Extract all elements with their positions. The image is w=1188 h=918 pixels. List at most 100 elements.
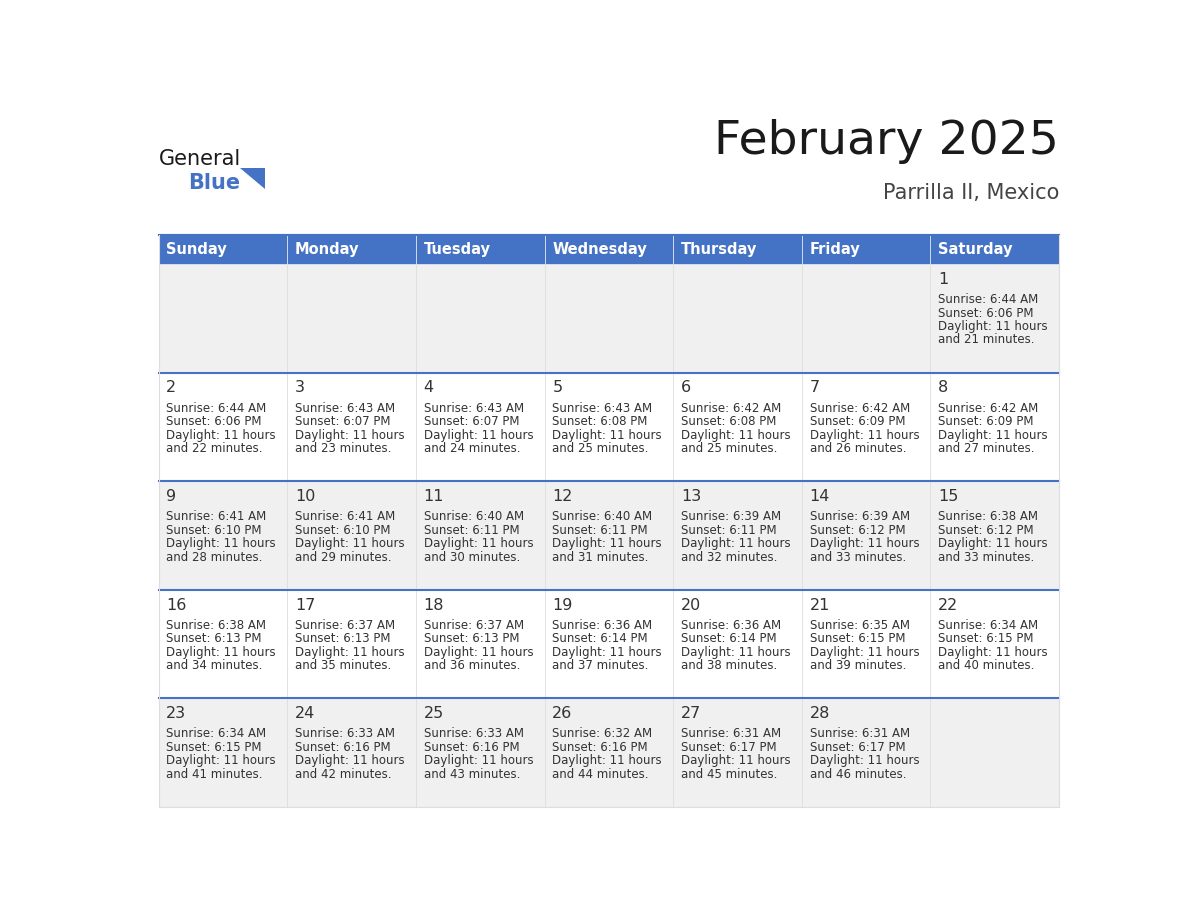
Text: Sunrise: 6:40 AM: Sunrise: 6:40 AM: [552, 510, 652, 523]
Text: Sunrise: 6:43 AM: Sunrise: 6:43 AM: [295, 401, 396, 415]
Text: Sunrise: 6:33 AM: Sunrise: 6:33 AM: [295, 727, 394, 740]
Text: and 32 minutes.: and 32 minutes.: [681, 551, 777, 564]
Text: 1: 1: [939, 272, 948, 286]
Text: 19: 19: [552, 598, 573, 612]
Text: 23: 23: [166, 706, 187, 722]
Text: Daylight: 11 hours: Daylight: 11 hours: [166, 755, 276, 767]
Text: Sunset: 6:14 PM: Sunset: 6:14 PM: [681, 633, 777, 645]
Text: 14: 14: [809, 489, 830, 504]
Text: and 23 minutes.: and 23 minutes.: [295, 442, 391, 455]
Text: Sunset: 6:16 PM: Sunset: 6:16 PM: [295, 741, 391, 754]
Text: Friday: Friday: [809, 242, 860, 257]
Text: Sunrise: 6:42 AM: Sunrise: 6:42 AM: [809, 401, 910, 415]
Text: Sunrise: 6:34 AM: Sunrise: 6:34 AM: [939, 619, 1038, 632]
Text: 28: 28: [809, 706, 830, 722]
Text: Sunset: 6:13 PM: Sunset: 6:13 PM: [295, 633, 391, 645]
Text: and 27 minutes.: and 27 minutes.: [939, 442, 1035, 455]
Text: and 45 minutes.: and 45 minutes.: [681, 767, 777, 780]
Text: Daylight: 11 hours: Daylight: 11 hours: [681, 645, 790, 659]
Text: and 24 minutes.: and 24 minutes.: [424, 442, 520, 455]
Text: Daylight: 11 hours: Daylight: 11 hours: [424, 645, 533, 659]
Text: Parrilla II, Mexico: Parrilla II, Mexico: [883, 184, 1060, 203]
Text: Daylight: 11 hours: Daylight: 11 hours: [939, 429, 1048, 442]
Text: Wednesday: Wednesday: [552, 242, 647, 257]
Text: 6: 6: [681, 380, 691, 396]
Text: 20: 20: [681, 598, 701, 612]
Text: 4: 4: [424, 380, 434, 396]
Text: and 25 minutes.: and 25 minutes.: [681, 442, 777, 455]
Text: Sunrise: 6:34 AM: Sunrise: 6:34 AM: [166, 727, 266, 740]
Text: Sunrise: 6:40 AM: Sunrise: 6:40 AM: [424, 510, 524, 523]
Text: Daylight: 11 hours: Daylight: 11 hours: [295, 429, 405, 442]
Text: Sunday: Sunday: [166, 242, 227, 257]
Text: Sunset: 6:06 PM: Sunset: 6:06 PM: [939, 307, 1034, 319]
Bar: [674, 235, 802, 264]
Text: and 38 minutes.: and 38 minutes.: [681, 659, 777, 672]
Text: Daylight: 11 hours: Daylight: 11 hours: [166, 537, 276, 550]
Text: Sunset: 6:10 PM: Sunset: 6:10 PM: [166, 523, 261, 537]
Text: and 42 minutes.: and 42 minutes.: [295, 767, 392, 780]
Text: Sunrise: 6:31 AM: Sunrise: 6:31 AM: [809, 727, 910, 740]
Text: Daylight: 11 hours: Daylight: 11 hours: [166, 429, 276, 442]
Text: Daylight: 11 hours: Daylight: 11 hours: [552, 429, 662, 442]
Text: Sunset: 6:11 PM: Sunset: 6:11 PM: [424, 523, 519, 537]
Text: Thursday: Thursday: [681, 242, 757, 257]
Text: 12: 12: [552, 489, 573, 504]
Bar: [930, 235, 1060, 264]
Text: and 28 minutes.: and 28 minutes.: [166, 551, 263, 564]
Text: 10: 10: [295, 489, 315, 504]
Text: Daylight: 11 hours: Daylight: 11 hours: [424, 429, 533, 442]
Text: and 40 minutes.: and 40 minutes.: [939, 659, 1035, 672]
Text: Sunset: 6:13 PM: Sunset: 6:13 PM: [166, 633, 261, 645]
Text: 8: 8: [939, 380, 948, 396]
Text: Saturday: Saturday: [939, 242, 1012, 257]
Text: Sunrise: 6:37 AM: Sunrise: 6:37 AM: [295, 619, 396, 632]
Text: Sunset: 6:17 PM: Sunset: 6:17 PM: [681, 741, 777, 754]
Text: 11: 11: [424, 489, 444, 504]
Text: 7: 7: [809, 380, 820, 396]
Text: Sunset: 6:15 PM: Sunset: 6:15 PM: [809, 633, 905, 645]
Text: 22: 22: [939, 598, 959, 612]
Text: and 37 minutes.: and 37 minutes.: [552, 659, 649, 672]
Text: Daylight: 11 hours: Daylight: 11 hours: [552, 645, 662, 659]
Text: Sunset: 6:17 PM: Sunset: 6:17 PM: [809, 741, 905, 754]
Text: Sunrise: 6:44 AM: Sunrise: 6:44 AM: [166, 401, 266, 415]
Text: and 26 minutes.: and 26 minutes.: [809, 442, 906, 455]
Text: Sunrise: 6:41 AM: Sunrise: 6:41 AM: [166, 510, 266, 523]
Text: Sunrise: 6:33 AM: Sunrise: 6:33 AM: [424, 727, 524, 740]
Text: Daylight: 11 hours: Daylight: 11 hours: [552, 755, 662, 767]
Text: 15: 15: [939, 489, 959, 504]
Text: and 35 minutes.: and 35 minutes.: [295, 659, 391, 672]
Text: and 30 minutes.: and 30 minutes.: [424, 551, 520, 564]
Text: and 43 minutes.: and 43 minutes.: [424, 767, 520, 780]
Text: Daylight: 11 hours: Daylight: 11 hours: [681, 429, 790, 442]
Text: Daylight: 11 hours: Daylight: 11 hours: [295, 537, 405, 550]
Text: Daylight: 11 hours: Daylight: 11 hours: [939, 537, 1048, 550]
Bar: [158, 373, 1060, 481]
Text: Sunrise: 6:41 AM: Sunrise: 6:41 AM: [295, 510, 396, 523]
Text: Blue: Blue: [188, 173, 240, 193]
Text: Sunrise: 6:39 AM: Sunrise: 6:39 AM: [809, 510, 910, 523]
Text: Sunrise: 6:44 AM: Sunrise: 6:44 AM: [939, 293, 1038, 306]
Text: and 25 minutes.: and 25 minutes.: [552, 442, 649, 455]
Text: and 46 minutes.: and 46 minutes.: [809, 767, 906, 780]
Text: Sunset: 6:12 PM: Sunset: 6:12 PM: [809, 523, 905, 537]
Text: 24: 24: [295, 706, 315, 722]
Polygon shape: [240, 168, 265, 189]
Text: Sunset: 6:14 PM: Sunset: 6:14 PM: [552, 633, 647, 645]
Text: Sunrise: 6:37 AM: Sunrise: 6:37 AM: [424, 619, 524, 632]
Text: Daylight: 11 hours: Daylight: 11 hours: [295, 645, 405, 659]
Text: 26: 26: [552, 706, 573, 722]
Text: Sunset: 6:07 PM: Sunset: 6:07 PM: [424, 415, 519, 428]
Text: 16: 16: [166, 598, 187, 612]
Text: Sunset: 6:06 PM: Sunset: 6:06 PM: [166, 415, 261, 428]
Text: 25: 25: [424, 706, 444, 722]
Text: Daylight: 11 hours: Daylight: 11 hours: [809, 429, 920, 442]
Bar: [158, 590, 1060, 699]
Text: Sunset: 6:11 PM: Sunset: 6:11 PM: [552, 523, 647, 537]
Text: and 33 minutes.: and 33 minutes.: [939, 551, 1035, 564]
Bar: [158, 235, 287, 264]
Text: Daylight: 11 hours: Daylight: 11 hours: [939, 320, 1048, 333]
Text: Sunset: 6:13 PM: Sunset: 6:13 PM: [424, 633, 519, 645]
Text: Sunset: 6:10 PM: Sunset: 6:10 PM: [295, 523, 391, 537]
